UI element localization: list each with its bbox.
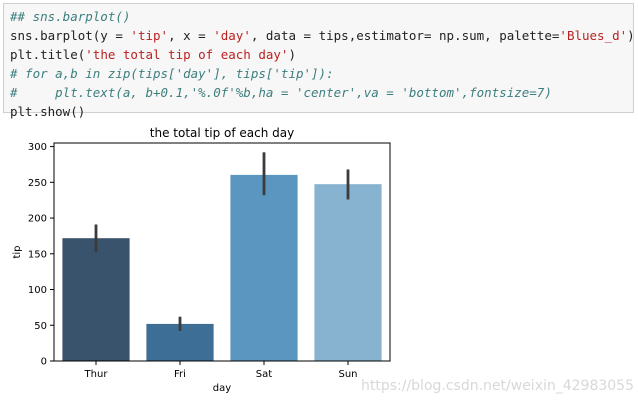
code-line: # plt.text(a, b+0.1,'%.0f'%b,ha = 'cente… <box>10 83 633 102</box>
code-token: 'tip' <box>130 28 169 43</box>
x-tick-label: Sun <box>338 369 357 380</box>
y-tick-label: 200 <box>28 214 47 225</box>
code-line: sns.barplot(y = 'tip', x = 'day', data =… <box>10 26 635 45</box>
code-token: , x = <box>168 28 214 43</box>
bar-thur <box>62 238 130 361</box>
code-token: , data = tips,estimator= np.sum, palette… <box>250 28 560 43</box>
y-tick-label: 300 <box>28 142 47 153</box>
code-token: # plt.text(a, b+0.1,'%.0f'%b,ha = 'cente… <box>10 85 552 100</box>
x-tick-label: Thur <box>84 369 109 380</box>
y-axis-label: tip <box>12 245 23 258</box>
x-axis-label: day <box>213 383 231 394</box>
code-token: 'the total tip of each day' <box>85 47 289 62</box>
x-tick-label: Fri <box>174 369 186 380</box>
x-tick-label: Sat <box>256 369 272 380</box>
bar-chart: Thur Fri Sat Sun 0 50 100 150 200 250 300 the total… <box>12 126 391 394</box>
code-token: # for a,b in zip(tips['day'], tips['tip'… <box>10 66 334 81</box>
code-line: ## sns.barplot() <box>10 7 633 26</box>
chart-title: the total tip of each day <box>150 126 294 140</box>
y-tick-label: 150 <box>28 249 47 260</box>
watermark-text: https://blog.csdn.net/weixin_42983055 <box>360 378 634 394</box>
code-line: plt.show() <box>10 102 633 121</box>
code-token: 'Blues_d' <box>559 28 628 43</box>
code-token: 'day' <box>213 28 251 43</box>
code-lines: ## sns.barplot() sns.barplot(y = 'tip', x… <box>10 7 635 121</box>
code-token: plt.title( <box>10 47 86 62</box>
y-tick-label: 100 <box>28 285 47 296</box>
code-token: () <box>70 104 86 119</box>
code-line: plt.title('the total tip of each day') <box>10 45 633 64</box>
code-token: plt.show <box>10 104 71 119</box>
code-token: ## sns.barplot() <box>10 9 131 24</box>
code-line: # for a,b in zip(tips['day'], tips['tip'… <box>10 64 633 83</box>
plot-frame <box>53 142 391 362</box>
code-token: ) <box>627 28 635 43</box>
y-tick-label: 250 <box>28 178 47 189</box>
bar-sat <box>230 174 298 361</box>
code-cell[interactable]: ## sns.barplot() sns.barplot(y = 'tip', x… <box>3 3 635 119</box>
y-tick-label: 50 <box>34 321 47 332</box>
code-token: sns.barplot(y = <box>10 28 131 43</box>
code-token: ) <box>288 47 296 62</box>
chart-figure: Thur Fri Sat Sun 0 50 100 150 200 250 300 the total… <box>0 118 638 402</box>
bar-sun <box>314 184 382 361</box>
y-tick-label: 0 <box>41 357 47 368</box>
